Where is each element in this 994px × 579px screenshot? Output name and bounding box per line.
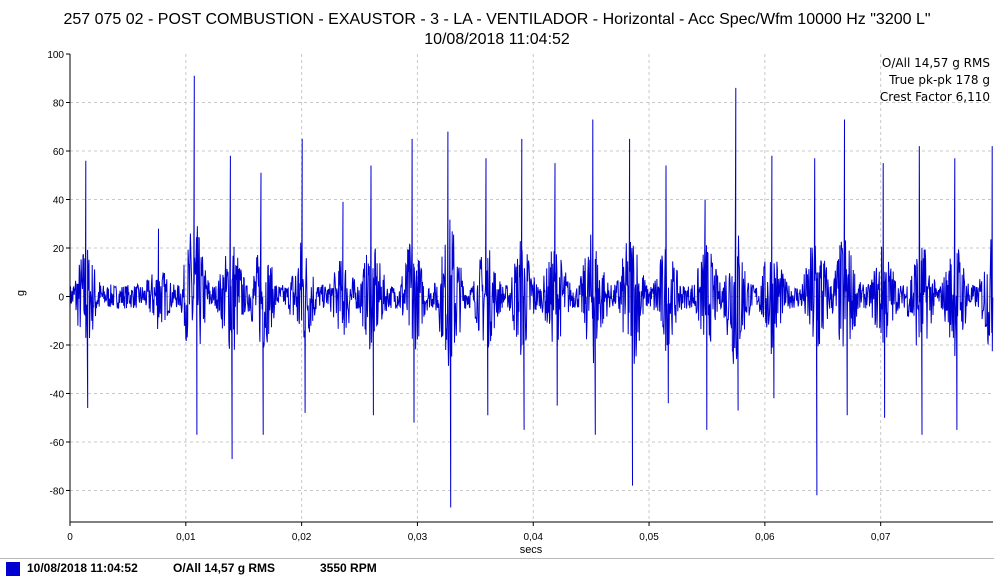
y-tick-label: -20 bbox=[50, 341, 65, 352]
x-tick-label: 0,06 bbox=[755, 532, 775, 543]
stat-overall-rms: O/All 14,57 g RMS bbox=[882, 56, 990, 70]
y-tick-label: 0 bbox=[58, 292, 64, 303]
status-timestamp: 10/08/2018 11:04:52 bbox=[27, 561, 138, 575]
x-axis-label: secs bbox=[520, 544, 543, 556]
status-bar: 10/08/2018 11:04:52 O/All 14,57 g RMS 35… bbox=[0, 558, 994, 579]
trace-color-swatch-icon bbox=[6, 562, 20, 576]
x-tick-label: 0 bbox=[67, 532, 73, 543]
y-tick-label: 100 bbox=[47, 50, 64, 61]
x-tick-label: 0,02 bbox=[292, 532, 312, 543]
x-tick-label: 0,01 bbox=[176, 532, 196, 543]
x-tick-label: 0,05 bbox=[639, 532, 659, 543]
y-tick-label: 60 bbox=[53, 147, 65, 158]
stats-box: O/All 14,57 g RMS True pk-pk 178 g Crest… bbox=[880, 56, 990, 104]
waveform-chart[interactable]: -80 -60 -40 -20 0 20 40 60 80 100 0 0,01 0,02 0,03 0,0… bbox=[0, 0, 994, 556]
status-speed: 3550 RPM bbox=[320, 561, 377, 575]
y-tick-label: 40 bbox=[53, 195, 65, 206]
stat-true-pk-pk: True pk-pk 178 g bbox=[888, 73, 990, 87]
x-tick-label: 0,04 bbox=[524, 532, 544, 543]
waveform-trace bbox=[69, 75, 994, 508]
y-tick-label: 20 bbox=[53, 244, 65, 255]
chart-timestamp: 10/08/2018 11:04:52 bbox=[424, 31, 570, 48]
status-overall: O/All 14,57 g RMS bbox=[173, 561, 276, 575]
y-axis-label: g bbox=[15, 290, 27, 296]
x-tick-label: 0,07 bbox=[871, 532, 891, 543]
chart-title: 257 075 02 - POST COMBUSTION - EXAUSTOR … bbox=[63, 11, 931, 28]
axis-ticks: -80 -60 -40 -20 0 20 40 60 80 100 0 0,01 0,02 0,03 0,0… bbox=[47, 50, 891, 543]
x-tick-label: 0,03 bbox=[408, 532, 428, 543]
y-tick-label: -40 bbox=[50, 389, 65, 400]
y-tick-label: -80 bbox=[50, 486, 65, 497]
y-tick-label: -60 bbox=[50, 438, 65, 449]
stat-crest-factor: Crest Factor 6,110 bbox=[880, 90, 990, 104]
y-tick-label: 80 bbox=[53, 98, 65, 109]
